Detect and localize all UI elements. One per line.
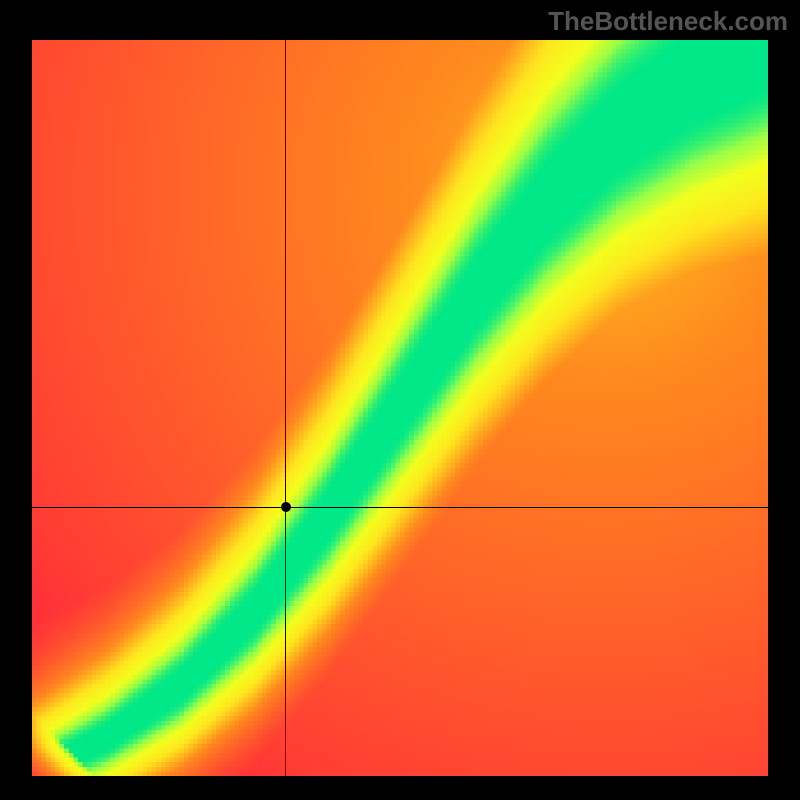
crosshair-vertical	[285, 40, 286, 776]
selection-marker	[281, 502, 291, 512]
watermark-text: TheBottleneck.com	[548, 6, 788, 37]
crosshair-horizontal	[32, 507, 768, 508]
bottleneck-heatmap	[32, 40, 768, 776]
chart-container: TheBottleneck.com	[0, 0, 800, 800]
